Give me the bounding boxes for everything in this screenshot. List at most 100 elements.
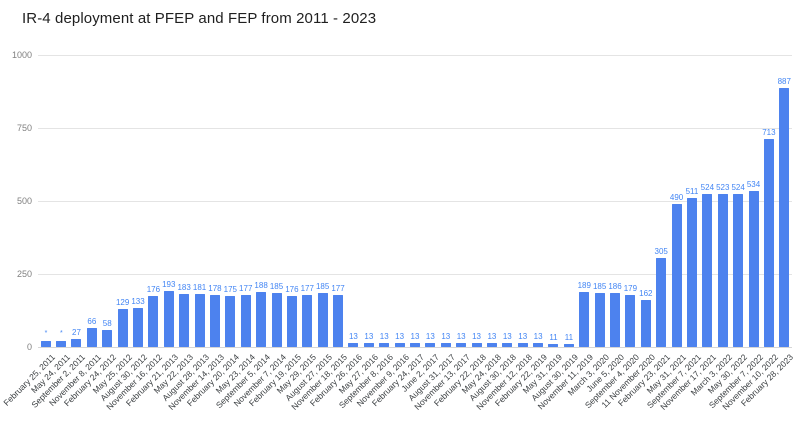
- bar[interactable]: [225, 295, 236, 347]
- bar-value-label: 713: [762, 127, 776, 137]
- bar[interactable]: [456, 343, 467, 347]
- bar-value-label: 181: [192, 283, 207, 293]
- bar[interactable]: [686, 197, 697, 347]
- bar-value-label: 186: [608, 281, 622, 291]
- bar[interactable]: [533, 343, 544, 347]
- bar-value-label: *: [59, 330, 63, 338]
- bar-value-label: 189: [577, 280, 591, 290]
- bar-value-label: 13: [348, 332, 358, 342]
- bar-value-label: 66: [87, 316, 97, 326]
- bar[interactable]: [410, 343, 420, 347]
- bar-value-label: 534: [746, 180, 761, 190]
- bar[interactable]: [256, 292, 267, 347]
- bar-value-label: 58: [102, 319, 112, 329]
- bar-value-label: 13: [487, 332, 497, 342]
- bar[interactable]: [763, 138, 774, 347]
- bar[interactable]: [317, 292, 328, 347]
- gridline: [38, 201, 792, 202]
- bar-value-label: 185: [592, 281, 607, 291]
- bar-value-label: 524: [731, 182, 745, 192]
- bar-value-label: 177: [331, 284, 345, 294]
- bar[interactable]: [363, 343, 374, 347]
- bar[interactable]: [133, 308, 144, 347]
- bar[interactable]: [517, 343, 528, 347]
- bar[interactable]: [148, 295, 159, 347]
- bar-value-label: 185: [269, 281, 284, 291]
- gridline: [38, 128, 792, 129]
- bar-value-label: 524: [700, 182, 715, 192]
- bar[interactable]: [240, 295, 251, 347]
- bar[interactable]: [333, 295, 344, 347]
- bar-value-label: 511: [685, 186, 699, 196]
- bar[interactable]: [163, 290, 174, 347]
- bar[interactable]: [717, 194, 728, 347]
- bar-value-label: *: [44, 330, 48, 338]
- bar[interactable]: [625, 294, 636, 347]
- bar-value-label: 162: [639, 288, 653, 298]
- bar-value-label: 175: [223, 284, 238, 294]
- bar-value-label: 13: [518, 332, 528, 342]
- bar-value-label: 13: [456, 332, 466, 342]
- bar-value-label: 133: [131, 297, 145, 307]
- bar[interactable]: [117, 309, 128, 347]
- bar-value-label: 523: [716, 183, 730, 193]
- y-axis-tick-label: 0: [26, 342, 32, 352]
- bar[interactable]: [610, 292, 621, 347]
- bar-value-label: 185: [315, 281, 330, 291]
- bar-value-label: 305: [654, 246, 668, 256]
- bar[interactable]: [425, 343, 436, 347]
- bar-value-label: 490: [669, 192, 684, 202]
- bar-value-label: 13: [410, 332, 420, 342]
- bar[interactable]: [640, 299, 651, 347]
- bar[interactable]: [179, 293, 190, 347]
- bar[interactable]: [394, 343, 405, 347]
- bar-value-label: 177: [300, 284, 314, 294]
- bar-value-label: 11: [549, 332, 558, 342]
- bar-value-label: 176: [146, 284, 161, 294]
- bar[interactable]: [671, 203, 682, 347]
- bar[interactable]: [733, 193, 744, 347]
- bar[interactable]: [379, 343, 390, 347]
- bar[interactable]: [748, 191, 759, 347]
- bar-value-label: 188: [254, 281, 268, 291]
- bar[interactable]: [286, 295, 297, 347]
- gridline: [38, 274, 792, 275]
- bar-value-label: 13: [472, 332, 481, 342]
- bar[interactable]: [86, 327, 97, 347]
- bar-value-label: 13: [364, 332, 374, 342]
- bar-value-label: 27: [72, 328, 81, 338]
- bar[interactable]: [209, 295, 220, 347]
- y-axis-tick-label: 500: [16, 196, 32, 206]
- bar[interactable]: [40, 341, 51, 347]
- bar[interactable]: [302, 295, 313, 347]
- bar[interactable]: [656, 257, 667, 347]
- bar[interactable]: [440, 343, 451, 347]
- bar[interactable]: [102, 330, 113, 347]
- bar[interactable]: [579, 291, 590, 347]
- bar[interactable]: [486, 343, 497, 347]
- bar[interactable]: [56, 341, 67, 347]
- bar[interactable]: [194, 294, 205, 347]
- bar-value-label: 183: [177, 282, 191, 292]
- bar-value-label: 887: [777, 76, 791, 86]
- bar[interactable]: [702, 193, 713, 347]
- bar[interactable]: [548, 343, 559, 347]
- bar-value-label: 193: [162, 279, 176, 289]
- bar[interactable]: [348, 343, 359, 347]
- bar[interactable]: [471, 343, 482, 347]
- bar[interactable]: [502, 343, 513, 347]
- bar-value-label: 178: [208, 284, 222, 294]
- bar-value-label: 13: [395, 332, 405, 342]
- gridline: [38, 55, 792, 56]
- bar[interactable]: [594, 292, 605, 347]
- x-axis-baseline: [38, 347, 792, 348]
- bar[interactable]: [779, 87, 790, 347]
- bar[interactable]: [71, 339, 82, 347]
- bar-value-label: 179: [623, 283, 638, 293]
- bar-value-label: 13: [502, 332, 512, 342]
- bar-value-label: 13: [379, 332, 389, 342]
- bar-value-label: 13: [533, 332, 543, 342]
- chart-title: IR-4 deployment at PFEP and FEP from 201…: [22, 10, 377, 27]
- bar[interactable]: [563, 343, 574, 347]
- bar[interactable]: [271, 292, 282, 347]
